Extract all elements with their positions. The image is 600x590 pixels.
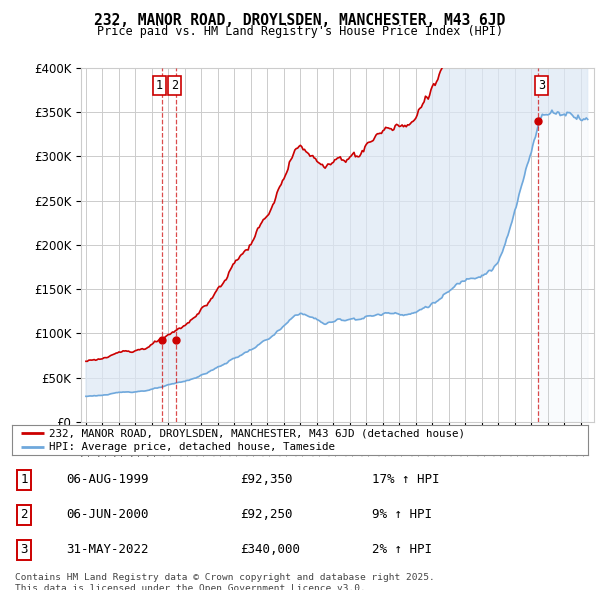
Text: 31-MAY-2022: 31-MAY-2022 [66,543,149,556]
Text: 06-JUN-2000: 06-JUN-2000 [66,508,149,522]
Text: 17% ↑ HPI: 17% ↑ HPI [372,473,439,486]
Text: 3: 3 [538,79,545,92]
Text: Contains HM Land Registry data © Crown copyright and database right 2025.
This d: Contains HM Land Registry data © Crown c… [15,573,435,590]
Text: 06-AUG-1999: 06-AUG-1999 [66,473,149,486]
Text: 9% ↑ HPI: 9% ↑ HPI [372,508,432,522]
Text: £92,250: £92,250 [240,508,293,522]
Text: 2: 2 [171,79,178,92]
Text: Price paid vs. HM Land Registry's House Price Index (HPI): Price paid vs. HM Land Registry's House … [97,25,503,38]
Text: 1: 1 [155,79,163,92]
Text: £92,350: £92,350 [240,473,293,486]
Text: 232, MANOR ROAD, DROYLSDEN, MANCHESTER, M43 6JD: 232, MANOR ROAD, DROYLSDEN, MANCHESTER, … [94,13,506,28]
Text: 232, MANOR ROAD, DROYLSDEN, MANCHESTER, M43 6JD (detached house): 232, MANOR ROAD, DROYLSDEN, MANCHESTER, … [49,428,466,438]
Text: 1: 1 [20,473,28,486]
Text: HPI: Average price, detached house, Tameside: HPI: Average price, detached house, Tame… [49,442,335,452]
Text: 2: 2 [20,508,28,522]
Text: 2% ↑ HPI: 2% ↑ HPI [372,543,432,556]
Text: £340,000: £340,000 [240,543,300,556]
Text: 3: 3 [20,543,28,556]
